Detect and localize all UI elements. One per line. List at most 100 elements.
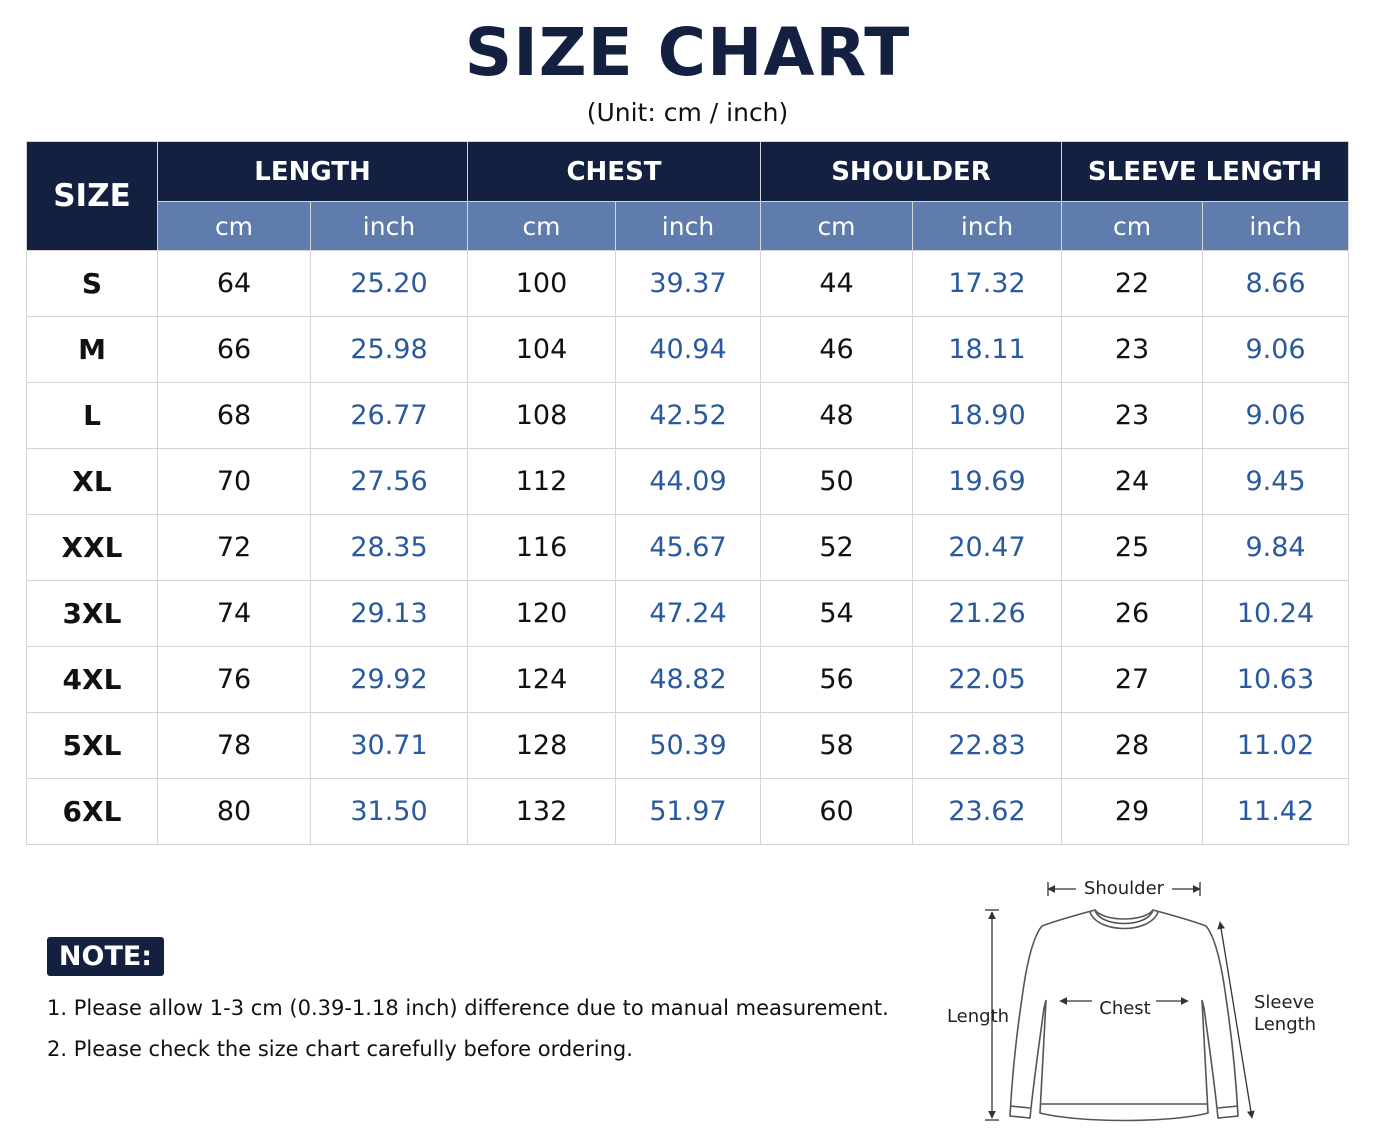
inch-value-cell: 44.09: [615, 448, 761, 515]
length-arrow: [985, 909, 999, 1121]
shirt-measurement-diagram: Shoulder Length Chest Sleeve Length: [947, 878, 1316, 1122]
table-row: L 68 26.77 108 42.52 48 18.90 23 9.06: [26, 382, 1350, 449]
unit-header: inch: [615, 201, 761, 251]
cm-value-cell: 25: [1061, 514, 1204, 581]
unit-header: cm: [760, 201, 913, 251]
inch-value-cell: 47.24: [615, 580, 761, 647]
inch-value-cell: 39.37: [615, 250, 761, 317]
inch-value-cell: 25.20: [310, 250, 468, 317]
inch-value-cell: 29.92: [310, 646, 468, 713]
shoulder-group-header: SHOULDER: [759, 141, 1063, 202]
inch-value-cell: 26.77: [310, 382, 468, 449]
length-group-header: LENGTH: [157, 141, 468, 202]
inch-value-cell: 8.66: [1202, 250, 1350, 317]
cm-value-cell: 23: [1061, 316, 1204, 383]
inch-value-cell: 10.24: [1202, 580, 1350, 647]
inch-value-cell: 20.47: [911, 514, 1063, 581]
size-cell: 5XL: [26, 712, 158, 779]
cm-value-cell: 52: [760, 514, 913, 581]
size-chart-table: SIZE LENGTH CHEST SHOULDER SLEEVE LENGTH…: [26, 141, 1350, 845]
size-rows: S 64 25.20 100 39.37 44 17.32 22 8.66 M 66 25.98 104…: [26, 250, 1350, 845]
cm-value-cell: 66: [157, 316, 311, 383]
size-column-header: SIZE: [26, 141, 158, 251]
cm-value-cell: 104: [467, 316, 616, 383]
cm-value-cell: 29: [1061, 778, 1204, 845]
inch-value-cell: 29.13: [310, 580, 468, 647]
inch-value-cell: 51.97: [615, 778, 761, 845]
inch-value-cell: 48.82: [615, 646, 761, 713]
inch-value-cell: 9.45: [1202, 448, 1350, 515]
inch-value-cell: 11.42: [1202, 778, 1350, 845]
cm-value-cell: 100: [467, 250, 616, 317]
note-item: 2. Please check the size chart carefully…: [47, 1037, 633, 1061]
inch-value-cell: 45.67: [615, 514, 761, 581]
inch-value-cell: 21.26: [911, 580, 1063, 647]
size-cell: S: [26, 250, 158, 317]
cm-value-cell: 72: [157, 514, 311, 581]
cm-value-cell: 76: [157, 646, 311, 713]
cm-value-cell: 112: [467, 448, 616, 515]
length-label: Length: [947, 1006, 1009, 1027]
size-cell: 6XL: [26, 778, 158, 845]
inch-value-cell: 10.63: [1202, 646, 1350, 713]
inch-value-cell: 17.32: [911, 250, 1063, 317]
cm-value-cell: 50: [760, 448, 913, 515]
inch-value-cell: 22.83: [911, 712, 1063, 779]
table-row: XL 70 27.56 112 44.09 50 19.69 24 9.45: [26, 448, 1350, 515]
table-row: S 64 25.20 100 39.37 44 17.32 22 8.66: [26, 250, 1350, 317]
inch-value-cell: 50.39: [615, 712, 761, 779]
inch-value-cell: 9.06: [1202, 382, 1350, 449]
cm-value-cell: 78: [157, 712, 311, 779]
cm-value-cell: 64: [157, 250, 311, 317]
inch-value-cell: 30.71: [310, 712, 468, 779]
unit-subtitle: (Unit: cm / inch): [586, 98, 789, 127]
sleeve-length-arrow: [1217, 921, 1255, 1119]
cm-value-cell: 120: [467, 580, 616, 647]
size-cell: 4XL: [26, 646, 158, 713]
note-list: 1. Please allow 1-3 cm (0.39-1.18 inch) …: [47, 994, 889, 1076]
cm-value-cell: 70: [157, 448, 311, 515]
inch-value-cell: 18.11: [911, 316, 1063, 383]
cm-value-cell: 48: [760, 382, 913, 449]
sleeve-length-group-header: SLEEVE LENGTH: [1061, 141, 1350, 202]
cm-value-cell: 132: [467, 778, 616, 845]
inch-value-cell: 27.56: [310, 448, 468, 515]
inch-value-cell: 25.98: [310, 316, 468, 383]
shoulder-arrow: [1047, 882, 1201, 896]
unit-header: inch: [911, 201, 1063, 251]
table-row: XXL 72 28.35 116 45.67 52 20.47 25 9.84: [26, 514, 1350, 581]
inch-value-cell: 19.69: [911, 448, 1063, 515]
unit-header: cm: [1061, 201, 1204, 251]
size-cell: M: [26, 316, 158, 383]
inch-value-cell: 31.50: [310, 778, 468, 845]
inch-value-cell: 40.94: [615, 316, 761, 383]
size-cell: XXL: [26, 514, 158, 581]
cm-value-cell: 24: [1061, 448, 1204, 515]
table-row: 3XL 74 29.13 120 47.24 54 21.26 26 10.24: [26, 580, 1350, 647]
inch-value-cell: 42.52: [615, 382, 761, 449]
sleeve-length-label-line1: Sleeve: [1254, 992, 1314, 1013]
chest-group-header: CHEST: [467, 141, 761, 202]
table-row: 6XL 80 31.50 132 51.97 60 23.62 29 11.42: [26, 778, 1350, 845]
note-item: 1. Please allow 1-3 cm (0.39-1.18 inch) …: [47, 996, 889, 1020]
cm-value-cell: 124: [467, 646, 616, 713]
size-cell: L: [26, 382, 158, 449]
table-row: M 66 25.98 104 40.94 46 18.11 23 9.06: [26, 316, 1350, 383]
cm-value-cell: 58: [760, 712, 913, 779]
table-row: 5XL 78 30.71 128 50.39 58 22.83 28 11.02: [26, 712, 1350, 779]
unit-header: inch: [1202, 201, 1350, 251]
page-title: SIZE CHART: [464, 14, 911, 91]
table-row: 4XL 76 29.92 124 48.82 56 22.05 27 10.63: [26, 646, 1350, 713]
cm-value-cell: 116: [467, 514, 616, 581]
cm-value-cell: 26: [1061, 580, 1204, 647]
sleeve-length-label-line2: Length: [1254, 1014, 1316, 1035]
cm-value-cell: 74: [157, 580, 311, 647]
cm-value-cell: 22: [1061, 250, 1204, 317]
inch-value-cell: 23.62: [911, 778, 1063, 845]
inch-value-cell: 22.05: [911, 646, 1063, 713]
cm-value-cell: 44: [760, 250, 913, 317]
note-badge: NOTE:: [47, 937, 164, 976]
cm-value-cell: 108: [467, 382, 616, 449]
cm-value-cell: 23: [1061, 382, 1204, 449]
shoulder-label: Shoulder: [1084, 878, 1165, 899]
